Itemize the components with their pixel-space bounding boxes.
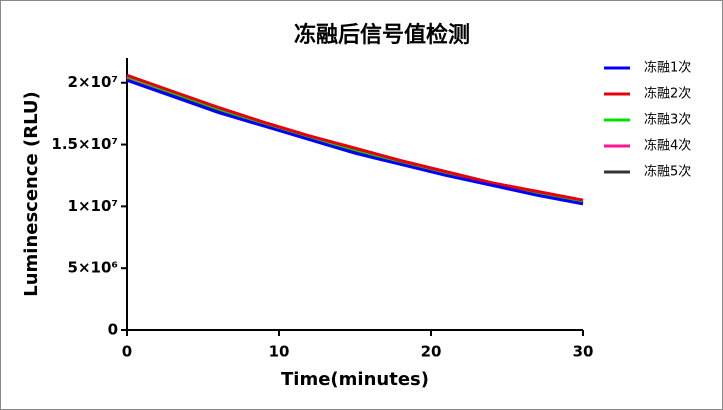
y-tick-label: 1.5×10⁷ xyxy=(51,135,118,153)
x-tick-label: 0 xyxy=(122,343,132,361)
y-tick-label: 1×10⁷ xyxy=(68,197,118,215)
series-line xyxy=(126,73,584,202)
legend-label: 冻融4次 xyxy=(644,138,691,154)
x-axis-label: Time(minutes) xyxy=(281,369,429,390)
legend-label: 冻融1次 xyxy=(644,60,691,76)
chart-title: 冻融后信号值检测 xyxy=(294,22,470,48)
series-line xyxy=(126,78,584,206)
legend-label: 冻融3次 xyxy=(644,112,691,128)
y-tick-label: 0 xyxy=(108,321,118,339)
y-axis-label: Luminescence (RLU) xyxy=(21,91,42,297)
y-tick-label: 2×10⁷ xyxy=(68,73,118,91)
legend-label: 冻融2次 xyxy=(644,86,691,102)
x-tick-label: 20 xyxy=(421,343,442,361)
legend-label: 冻融5次 xyxy=(644,164,691,180)
x-tick-label: 10 xyxy=(269,343,290,361)
y-tick-label: 5×10⁶ xyxy=(68,259,118,277)
x-tick-label: 30 xyxy=(573,343,594,361)
